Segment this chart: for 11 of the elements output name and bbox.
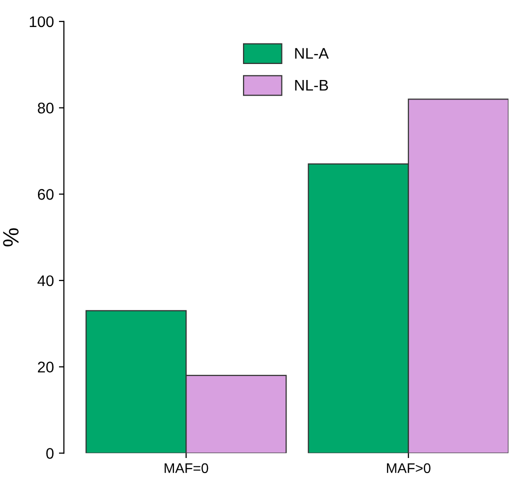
y-tick-label: 80 [38,102,54,114]
x-tick-label: MAF=0 [164,463,208,474]
x-tick-label: MAF>0 [386,463,430,474]
y-tick-label: 100 [30,16,54,28]
y-tick-label: 40 [38,275,54,286]
legend-label: NL-A [295,48,329,59]
y-axis-title: % [3,228,19,246]
y-tick-label: 0 [46,448,54,459]
legend-label: NL-B [295,80,328,91]
y-tick-label: 20 [38,362,54,372]
y-tick-label: 60 [38,189,54,200]
